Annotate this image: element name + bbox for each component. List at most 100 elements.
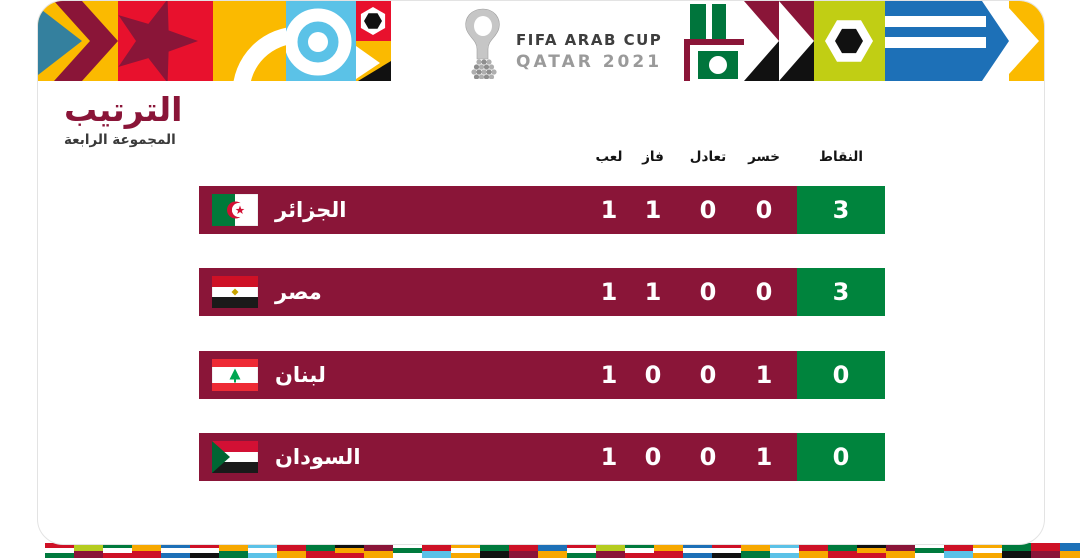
mosaic-tile [393,543,422,558]
team-name: السودان [275,445,361,469]
stat-won: 0 [644,443,662,471]
chevron-arrow-icon [38,1,118,81]
stat-lost: 0 [755,278,773,306]
decor-tile-hex-lime [814,1,885,81]
logo-title: FIFA ARAB CUP [516,31,663,49]
target-circles-icon [286,1,356,81]
column-header-won: فاز [642,149,664,165]
mosaic-tile [1031,543,1060,558]
points-badge: 0 [797,433,885,481]
mosaic-tile [625,543,654,558]
team-name: لبنان [275,363,326,387]
team-name: الجزائر [275,198,347,222]
fifa-arab-cup-logo: FIFA ARAB CUP QATAR 2021 [461,7,662,79]
mosaic-tile [857,543,886,558]
points-badge: 3 [797,268,885,316]
mosaic-tile [741,543,770,558]
table-row-lebanon: لبنان 1 0 0 1 0 [199,351,885,399]
column-header-drawn: تعادل [689,149,727,165]
stat-played: 1 [600,278,618,306]
mosaic-tile [480,543,509,558]
mosaic-tile [1060,543,1080,558]
stat-played: 1 [600,443,618,471]
geometric-pattern-icon [684,1,744,81]
mosaic-tile [944,543,973,558]
arc-icon [213,1,286,81]
mosaic-tile [712,543,741,558]
mosaic-tile [509,543,538,558]
stat-lost: 1 [755,443,773,471]
mosaic-tile [654,543,683,558]
group-subtitle: المجموعة الرابعة [64,131,176,148]
stat-won: 1 [644,196,662,224]
mosaic-tile [103,543,132,558]
triangles-pattern-icon [744,1,814,81]
table-row-egypt: مصر 1 1 0 0 3 [199,268,885,316]
mosaic-tile [973,543,1002,558]
decor-tile-arrow-blue [885,1,1009,81]
mosaic-tile [770,543,799,558]
chevron-yellow-icon [1009,1,1044,81]
mosaic-tile [799,543,828,558]
team-name: مصر [275,280,322,304]
mosaic-tile [596,543,625,558]
mosaic-tile [422,543,451,558]
standings-title-block: الترتيب المجموعة الرابعة [64,91,183,148]
banner-right-decor [684,1,1044,81]
stat-played: 1 [600,196,618,224]
decor-tile-star [118,1,213,81]
mosaic-tile [132,543,161,558]
stat-lost: 0 [755,196,773,224]
mosaic-tile [277,543,306,558]
stat-lost: 1 [755,361,773,389]
column-header-points: النقاط [818,149,864,165]
mosaic-tile [74,543,103,558]
table-row-sudan: السودان 1 0 0 1 0 [199,433,885,481]
mosaic-tile [306,543,335,558]
decor-tile-chevron [38,1,118,81]
mosaic-tile [45,543,74,558]
mosaic-tile [335,543,364,558]
mosaic-tile [451,543,480,558]
stat-won: 0 [644,361,662,389]
decor-tile-target [286,1,356,81]
stat-drawn: 0 [699,361,717,389]
hex-nut-icon [356,1,391,41]
mosaic-tile [915,543,944,558]
lebanon-flag-icon [212,359,258,391]
sudan-flag-icon [212,441,258,473]
footer-flag-mosaic [45,543,1080,558]
mosaic-tile [219,543,248,558]
column-header-lost: خسر [748,149,780,165]
stat-won: 1 [644,278,662,306]
mosaic-tile [161,543,190,558]
points-badge: 0 [797,351,885,399]
stat-drawn: 0 [699,196,717,224]
mosaic-tile [886,543,915,558]
logo-subtitle: QATAR 2021 [516,52,663,72]
decor-tile-green-pattern [684,1,744,81]
decor-tile-arc [213,1,286,81]
mosaic-tile [1002,543,1031,558]
star-icon [118,1,213,81]
decor-tile-triangles [744,1,814,81]
table-row-algeria: الجزائر 1 1 0 0 3 [199,186,885,234]
stat-played: 1 [600,361,618,389]
arrow-right-icon [885,1,1009,81]
mosaic-tile [190,543,219,558]
egypt-flag-icon [212,276,258,308]
mosaic-tile [538,543,567,558]
stat-drawn: 0 [699,443,717,471]
mosaic-tile [364,543,393,558]
decor-tile-stack-left [356,1,391,81]
page-title: الترتيب [64,90,183,129]
column-header-played: لعب [595,149,623,165]
decor-tile-chevron-yellow [1009,1,1044,81]
stat-drawn: 0 [699,278,717,306]
trophy-icon [465,8,500,79]
mosaic-tile [567,543,596,558]
hex-nut-lime-icon [814,1,885,81]
banner-left-decor [38,1,391,81]
mosaic-tile [683,543,712,558]
